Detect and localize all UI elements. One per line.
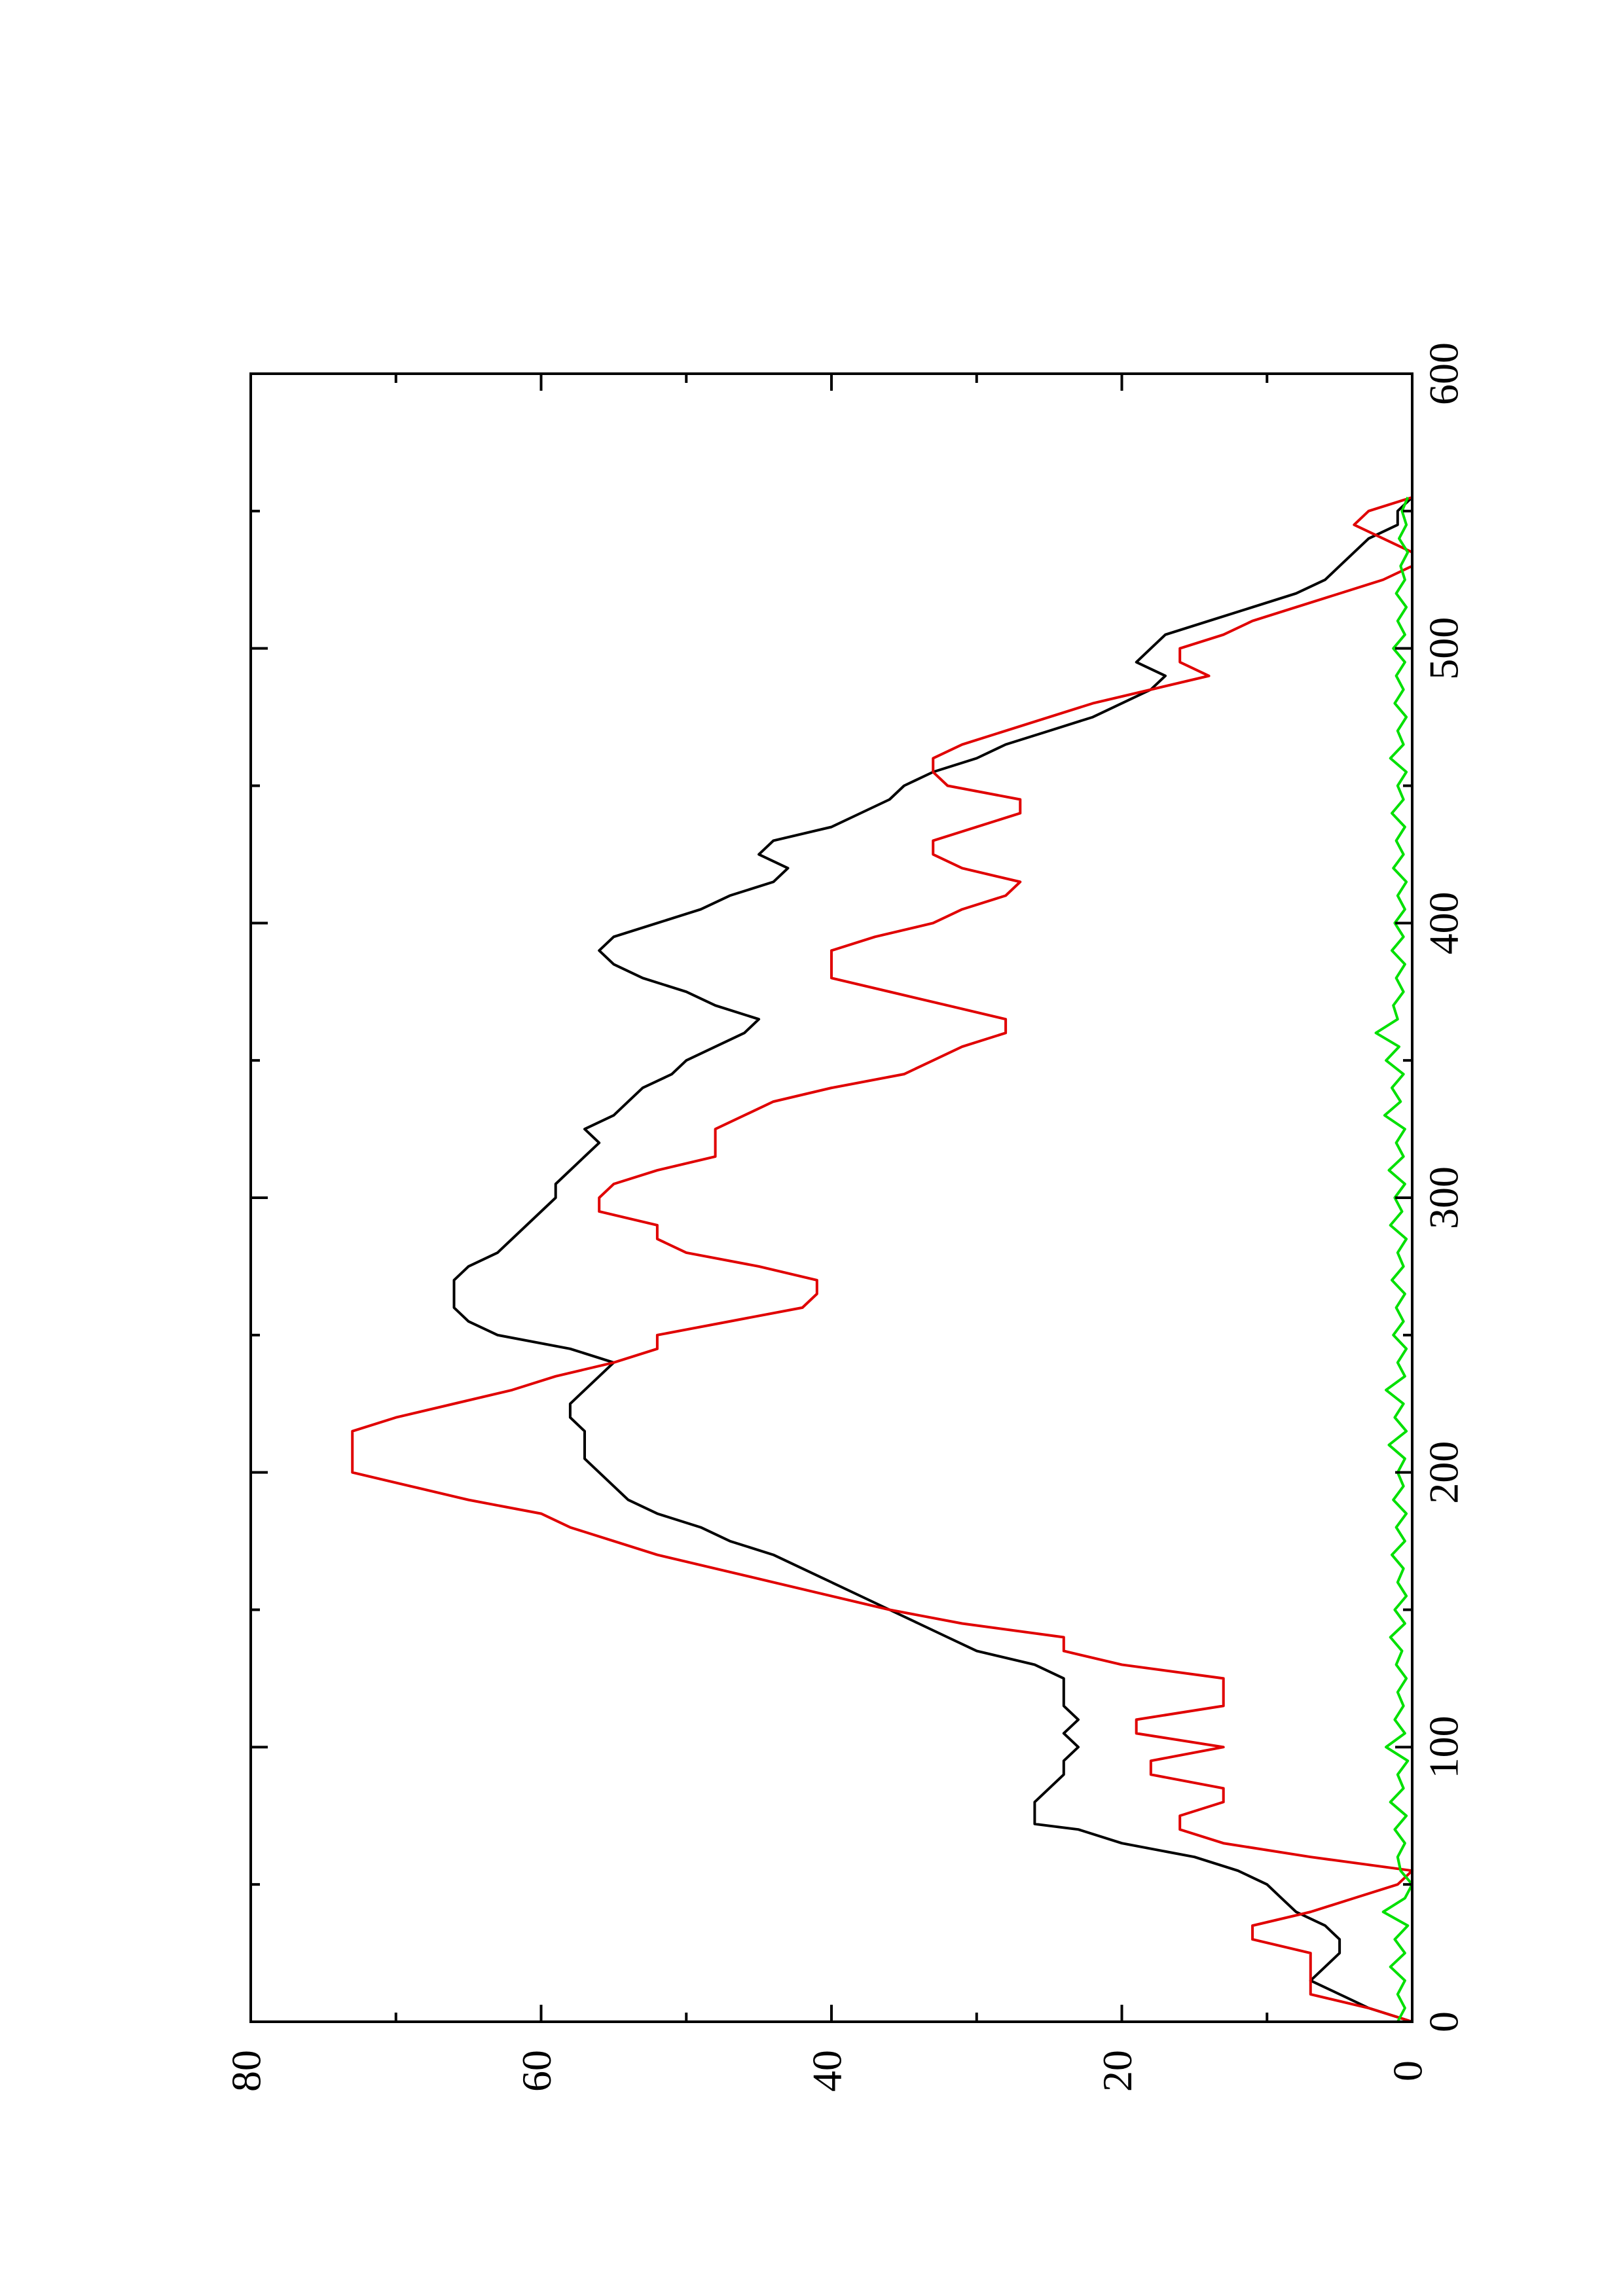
x-tick-label: 600 [1421, 342, 1467, 405]
x-tick-label: 100 [1421, 1715, 1467, 1778]
tick-labels-layer: 0 100 200 300 400 500 600 0 20 40 60 80 [223, 342, 1467, 2092]
y-tick-label: 80 [223, 2050, 270, 2092]
series-layer [351, 495, 1413, 2023]
series-line-2 [351, 495, 1413, 2023]
x-tick-label: 300 [1421, 1166, 1467, 1229]
x-tick-label: 500 [1421, 617, 1467, 680]
x-tick-label: 400 [1421, 891, 1467, 954]
y-tick-label: 0 [1385, 2060, 1431, 2081]
y-tick-label: 60 [513, 2050, 560, 2092]
series-line-1 [452, 496, 1413, 2023]
ticks-layer [249, 372, 1413, 2023]
series-line-3 [1374, 497, 1413, 2022]
x-tick-label: 200 [1421, 1441, 1467, 1504]
x-tick-label: 0 [1421, 2011, 1467, 2032]
y-tick-label: 20 [1094, 2050, 1140, 2092]
y-tick-label: 40 [804, 2050, 850, 2092]
